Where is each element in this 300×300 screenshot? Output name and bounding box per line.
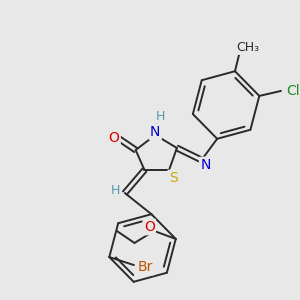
Text: O: O bbox=[109, 131, 119, 145]
Text: S: S bbox=[169, 171, 177, 185]
Text: Br: Br bbox=[138, 260, 153, 274]
Text: H: H bbox=[155, 110, 165, 122]
Text: CH₃: CH₃ bbox=[236, 41, 259, 54]
Text: N: N bbox=[200, 158, 211, 172]
Text: O: O bbox=[144, 220, 155, 234]
Text: H: H bbox=[110, 184, 120, 196]
Text: N: N bbox=[150, 125, 160, 139]
Text: Cl: Cl bbox=[286, 84, 299, 98]
